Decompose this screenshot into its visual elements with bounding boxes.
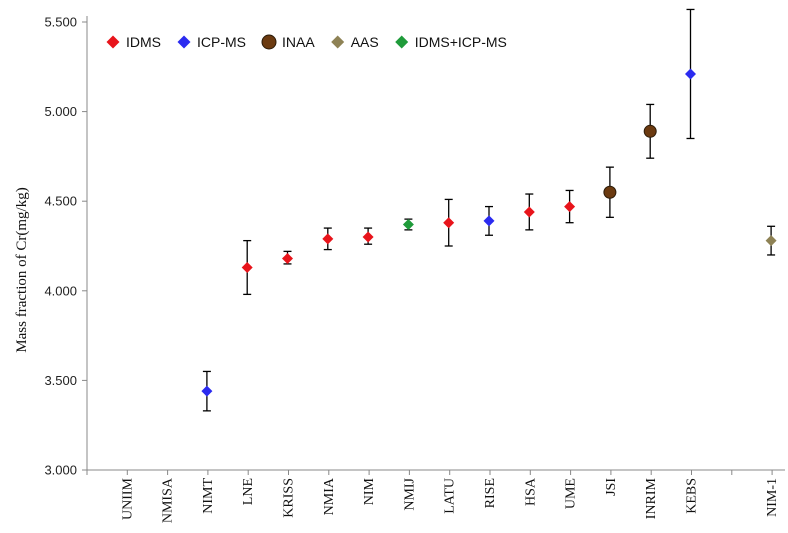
legend-marker (261, 34, 277, 50)
x-tick-label: NIM (362, 477, 377, 505)
legend-marker (177, 35, 191, 49)
legend-label: IDMS+ICP-MS (415, 34, 507, 50)
x-tick-label: UNIIM (120, 477, 135, 520)
data-point-nim (362, 231, 374, 243)
legend-item: IDMS (106, 34, 161, 50)
legend-label: ICP-MS (197, 34, 246, 50)
x-tick-label: RISE (483, 478, 498, 508)
x-tick-label: KRISS (282, 478, 297, 518)
y-tick-label: 4.000 (44, 283, 77, 298)
legend-label: INAA (282, 34, 315, 50)
data-point-hsa (523, 206, 535, 218)
x-axis: UNIIM NMISA NIMT LNE KRISS NMIA NIM NMIJ LATU RIS… (86, 469, 785, 523)
y-axis-title: Mass fraction of Cr(mg/kg) (14, 187, 30, 352)
x-tick-label: NMIJ (402, 477, 417, 510)
legend-marker (106, 35, 120, 49)
x-tick-label: LNE (241, 478, 256, 505)
legend-item: AAS (331, 34, 379, 50)
data-point-latu (443, 217, 455, 229)
data-point-ume (564, 201, 576, 213)
legend-item: INAA (261, 34, 315, 50)
data-point-rise (483, 215, 495, 227)
legend-label: IDMS (126, 34, 161, 50)
x-tick-label: UME (564, 478, 579, 509)
x-tick-label: NMIA (322, 477, 337, 515)
data-point-jsi (603, 185, 617, 199)
error-bars (202, 8, 776, 412)
data-point-lne (241, 262, 253, 274)
data-point-nmij (402, 218, 414, 230)
data-point-nimt (201, 385, 213, 397)
data-point-kebs (685, 68, 696, 80)
data-point-nmia (322, 233, 334, 245)
x-tick-label: LATU (443, 478, 458, 514)
y-tick-label: 3.500 (44, 373, 77, 388)
y-tick-label: 4.500 (44, 194, 77, 209)
y-tick-label: 3.000 (44, 463, 77, 478)
x-tick-label: JSI (604, 478, 619, 496)
legend-marker (331, 35, 345, 49)
y-tick-label: 5.000 (44, 104, 77, 119)
data-point-nim-1 (765, 235, 777, 247)
data-points (201, 68, 777, 397)
x-tick-label: NIM-1 (765, 478, 780, 517)
y-axis: 3.000 3.500 4.000 4.500 5.000 5.500 (44, 15, 88, 478)
legend-marker (395, 35, 409, 49)
legend: IDMS ICP-MS INAA AAS IDMS+ICP-MS (106, 34, 507, 50)
y-tick-label: 5.500 (44, 15, 77, 30)
x-tick-label: INRIM (644, 477, 659, 519)
legend-item: ICP-MS (177, 34, 246, 50)
x-tick-label: NMISA (161, 477, 176, 523)
x-tick-label: NIMT (201, 478, 216, 514)
legend-item: IDMS+ICP-MS (395, 34, 507, 50)
legend-label: AAS (351, 34, 379, 50)
data-point-inrim (643, 124, 657, 138)
x-tick-label: HSA (523, 477, 538, 506)
data-point-kriss (282, 253, 293, 265)
x-tick-label: KEBS (685, 478, 700, 514)
